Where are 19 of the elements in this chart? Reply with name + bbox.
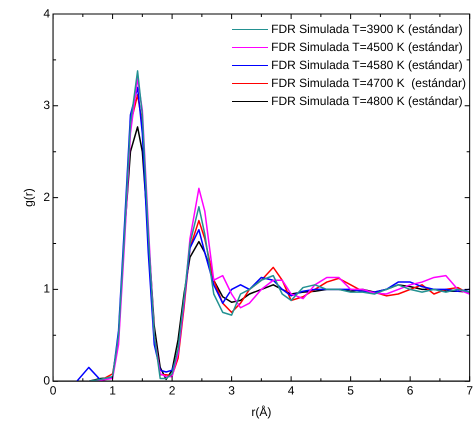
y-axis-title: g(r) xyxy=(22,188,36,207)
x-axis-title: r(Å) xyxy=(251,405,272,420)
y-tick-label: 4 xyxy=(43,6,50,20)
x-tick-label: 1 xyxy=(109,384,116,398)
x-tick-label: 7 xyxy=(466,384,474,398)
y-tick-label: 0 xyxy=(43,374,50,388)
y-tick-label: 3 xyxy=(43,98,50,112)
legend-label: FDR Simulada T=4700 K (estándar) xyxy=(271,75,466,92)
x-tick-label: 2 xyxy=(168,384,176,398)
x-tick-label: 6 xyxy=(406,384,414,398)
legend-label: FDR Simulada T=3900 K (estándar) xyxy=(271,21,463,38)
legend-label: FDR Simulada T=4500 K (estándar) xyxy=(271,39,463,56)
x-tick-label: 4 xyxy=(288,384,295,398)
y-tick-label: 1 xyxy=(43,282,50,296)
legend-label: FDR Simulada T=4580 K (estándar) xyxy=(271,57,463,74)
x-tick-label: 3 xyxy=(228,384,236,398)
x-tick-label: 5 xyxy=(347,384,354,398)
legend-label: FDR Simulada T=4800 K (estándar) xyxy=(271,93,463,110)
y-tick-label: 2 xyxy=(43,190,50,204)
